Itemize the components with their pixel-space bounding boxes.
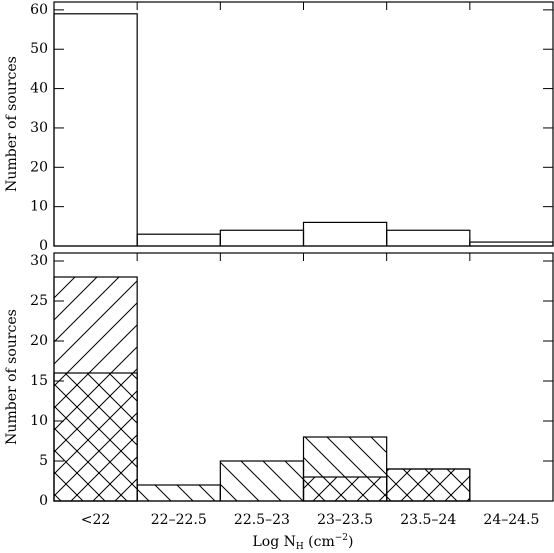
y-tick-label: 0 (39, 493, 48, 509)
bar (386, 468, 471, 502)
x-tick-label: 22.5–23 (234, 512, 290, 528)
plot-frame (53, 1, 554, 247)
y-tick-label: 30 (30, 253, 48, 269)
bar (53, 372, 138, 502)
x-axis-label: Log NH (cm−2) (252, 533, 353, 552)
x-tick-label: <22 (81, 512, 111, 528)
bar (136, 233, 221, 247)
y-tick-label: 25 (30, 293, 48, 309)
y-tick-label: 40 (30, 81, 48, 97)
bar (219, 229, 305, 247)
y-tick-label: 30 (30, 120, 48, 136)
bar (386, 229, 471, 247)
x-tick-label: 23–23.5 (317, 512, 373, 528)
y-tick-label: 20 (30, 333, 48, 349)
bar (302, 436, 388, 502)
y-axis-label: Number of sources (4, 56, 20, 192)
y-tick-label: 20 (30, 159, 48, 175)
x-label-sub: H (296, 542, 304, 552)
bar (219, 460, 305, 502)
y-tick-label: 0 (39, 238, 48, 254)
bar (136, 484, 221, 502)
y-axis-label: Number of sources (4, 309, 20, 445)
x-label-unit: (cm (304, 534, 335, 550)
y-tick-label: 60 (30, 2, 48, 18)
y-tick-label: 10 (30, 413, 48, 429)
x-tick-label: 22–22.5 (151, 512, 207, 528)
x-label-main: Log N (252, 534, 295, 550)
y-tick-label: 50 (30, 41, 48, 57)
bar (53, 13, 138, 247)
x-label-close: ) (348, 534, 353, 550)
y-tick-label: 5 (39, 453, 48, 469)
y-tick-label: 10 (30, 199, 48, 215)
x-tick-label: 24–24.5 (483, 512, 539, 528)
x-tick-label: 23.5–24 (400, 512, 456, 528)
x-label-sup: −2 (335, 533, 348, 543)
bar (302, 221, 388, 247)
y-tick-label: 15 (30, 373, 48, 389)
